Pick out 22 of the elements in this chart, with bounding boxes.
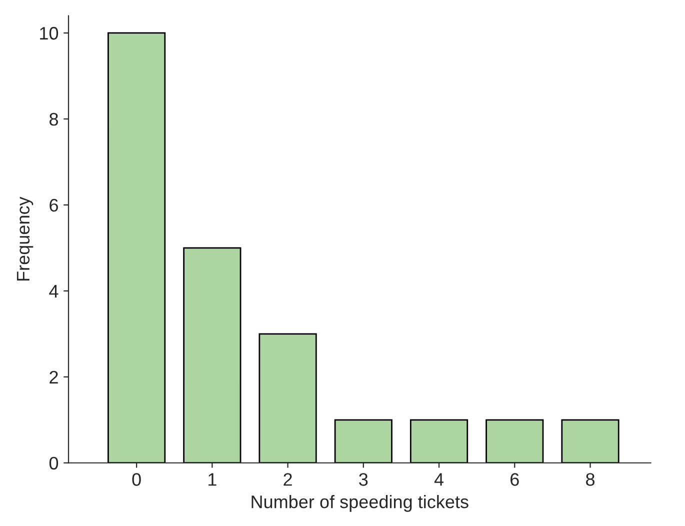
y-tick-label: 10: [40, 26, 58, 40]
x-tick-label: 6: [510, 473, 519, 486]
y-tick-label: 6: [50, 198, 58, 212]
y-tick-label: 8: [50, 112, 58, 126]
y-tick-label: 0: [49, 456, 58, 470]
bar: [258, 333, 317, 463]
x-tick-label: 4: [434, 473, 444, 486]
y-tick-label: 4: [49, 285, 58, 298]
x-tick-label: 2: [284, 473, 292, 486]
bar: [410, 419, 468, 463]
bar: [108, 32, 166, 463]
bar: [183, 247, 242, 463]
y-tick-label: 2: [50, 370, 58, 384]
bar: [334, 419, 392, 463]
x-tick-label: 0: [132, 473, 141, 486]
bar: [561, 419, 620, 463]
bar: [486, 419, 544, 463]
x-tick-label: 3: [359, 473, 368, 486]
x-axis-title: Number of speeding tickets: [252, 494, 468, 512]
y-axis-title: Frequency: [16, 196, 34, 280]
x-tick-label: 1: [208, 473, 216, 486]
x-tick-label: 8: [586, 473, 594, 486]
